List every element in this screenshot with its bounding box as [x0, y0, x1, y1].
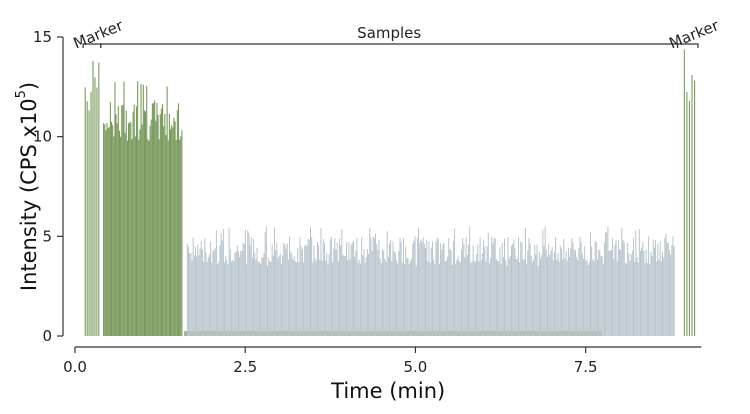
series-marker-dense [103, 81, 183, 336]
series-marker-start [84, 60, 100, 336]
x-tick-label: 0.0 [63, 358, 87, 376]
x-axis-title: Time (min) [330, 379, 445, 403]
x-tick-label: 7.5 [574, 358, 598, 376]
plot-area [84, 49, 696, 336]
y-tick-label: 0 [42, 327, 52, 345]
annotation-label-marker: Marker [71, 16, 127, 52]
axes [62, 37, 702, 348]
annotation-label-marker: Marker [666, 16, 722, 52]
x-tick-label: 2.5 [233, 358, 257, 376]
annotations: Marker Samples Marker [71, 16, 722, 52]
y-tick-label: 15 [33, 28, 52, 46]
series-marker-end [683, 49, 696, 336]
annotation-label-samples: Samples [357, 24, 421, 42]
series-samples [186, 226, 675, 336]
annotation-bracket [676, 43, 699, 48]
x-tick-label: 5.0 [403, 358, 427, 376]
ticks: 0 5 10 15 0.0 2.5 5.0 7.5 [33, 28, 598, 376]
annotation-bracket [100, 43, 679, 48]
y-tick-label: 5 [42, 227, 52, 245]
y-tick-label: 10 [33, 128, 52, 146]
y-axis-title: Intensity (CPS x105) [14, 82, 42, 291]
